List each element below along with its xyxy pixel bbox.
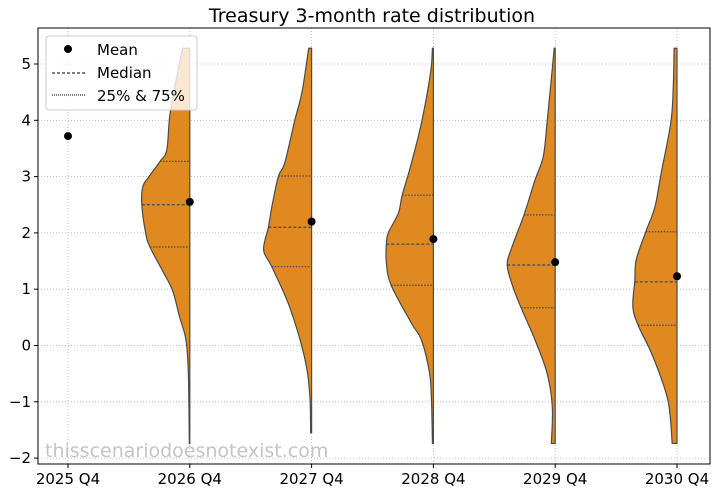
violin-2029-Q4 — [506, 47, 556, 445]
legend-box — [45, 35, 198, 111]
y-tick-label: 2 — [21, 224, 31, 242]
y-tick-label: 4 — [21, 111, 31, 129]
x-tick-label: 2026 Q4 — [158, 470, 222, 488]
x-tick-label: 2027 Q4 — [279, 470, 343, 488]
violin-2027-Q4 — [262, 47, 313, 434]
legend-quartiles: 25% & 75% — [97, 87, 185, 105]
violin-2028-Q4 — [385, 47, 434, 445]
legend-median: Median — [97, 64, 152, 82]
mean-point — [551, 258, 560, 267]
x-tick-label: 2025 Q4 — [36, 470, 100, 488]
watermark: thisscenariodoesnotexist.com — [45, 440, 328, 462]
y-tick-label: 3 — [21, 168, 31, 186]
mean-point — [307, 217, 316, 226]
x-tick-label: 2029 Q4 — [523, 470, 587, 488]
y-tick-label: 0 — [21, 337, 31, 355]
legend: Mean Median 25% & 75% — [45, 35, 198, 111]
mean-point — [673, 272, 681, 281]
y-tick-label: −2 — [9, 449, 31, 467]
legend-mean: Mean — [97, 41, 138, 59]
y-tick-label: −1 — [9, 393, 31, 411]
mean-point — [429, 235, 438, 244]
mean-point — [64, 132, 72, 141]
violin-2026-Q4 — [140, 47, 191, 445]
x-tick-label: 2028 Q4 — [401, 470, 465, 488]
legend-mean-marker — [64, 45, 72, 53]
y-tick-label: 1 — [21, 280, 31, 298]
chart-title: Treasury 3-month rate distribution — [208, 5, 535, 27]
violin-2030-Q4 — [632, 47, 678, 445]
mean-point — [185, 197, 194, 206]
x-tick-label: 2030 Q4 — [645, 470, 709, 488]
y-tick-label: 5 — [21, 55, 31, 73]
axes-frame — [37, 27, 711, 465]
